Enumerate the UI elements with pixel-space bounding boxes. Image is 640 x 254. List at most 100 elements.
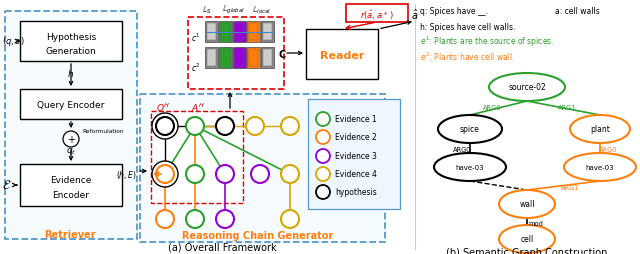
Text: $r(\hat{a},a^+)$: $r(\hat{a},a^+)$ [360, 8, 394, 22]
Circle shape [316, 131, 330, 145]
Bar [233, 22, 246, 43]
Text: Reasoning Chain Generator: Reasoning Chain Generator [182, 230, 333, 240]
Circle shape [156, 165, 174, 183]
Bar [151, 112, 243, 203]
Text: Evidence: Evidence [51, 176, 92, 185]
Bar [249, 24, 258, 41]
Bar [247, 22, 260, 43]
Bar [219, 48, 232, 69]
Circle shape [216, 118, 234, 135]
Text: a: cell walls: a: cell walls [555, 7, 600, 17]
Text: plant: plant [590, 125, 610, 134]
Circle shape [316, 149, 330, 163]
Text: cell: cell [520, 235, 534, 244]
Ellipse shape [434, 153, 506, 181]
Bar [5, 12, 137, 239]
Text: ARG0: ARG0 [452, 146, 471, 152]
Text: have-03: have-03 [586, 164, 614, 170]
Circle shape [216, 165, 234, 183]
Text: Evidence 3: Evidence 3 [335, 152, 377, 161]
Bar [263, 50, 272, 67]
Text: Hypothesis: Hypothesis [46, 32, 96, 41]
Ellipse shape [499, 190, 555, 218]
Ellipse shape [570, 116, 630, 144]
Bar [221, 24, 230, 41]
Ellipse shape [489, 74, 565, 102]
Bar [207, 24, 216, 41]
Bar [219, 22, 232, 43]
Bar [235, 50, 244, 67]
Text: $c^1$: $c^1$ [191, 32, 201, 44]
Text: $A^H$: $A^H$ [191, 101, 205, 114]
Circle shape [316, 113, 330, 126]
Bar [308, 100, 400, 209]
Text: $(q,a)$: $(q,a)$ [2, 35, 24, 48]
Circle shape [281, 118, 299, 135]
Text: Reformulation: Reformulation [82, 129, 124, 134]
Text: wall: wall [519, 200, 535, 209]
Bar [233, 48, 246, 69]
Bar [20, 90, 122, 120]
Ellipse shape [438, 116, 502, 144]
Text: h: h [68, 70, 74, 79]
Text: Retriever: Retriever [44, 229, 96, 239]
Bar [306, 30, 378, 80]
Text: $\mathbb{L}_{global}$: $\mathbb{L}_{global}$ [221, 4, 244, 16]
Circle shape [316, 185, 330, 199]
Text: ARG1: ARG1 [561, 184, 579, 190]
Text: $c^2$: $c^2$ [191, 61, 201, 74]
Circle shape [152, 114, 178, 139]
Bar [205, 22, 218, 43]
Text: ARG0: ARG0 [599, 146, 617, 152]
Text: $e^1$: Plants are the source of spices.: $e^1$: Plants are the source of spices. [420, 35, 554, 49]
Circle shape [246, 118, 264, 135]
Bar [249, 50, 258, 67]
Circle shape [251, 165, 269, 183]
Circle shape [186, 118, 204, 135]
Bar [346, 5, 408, 23]
Text: $Q^H$: $Q^H$ [156, 101, 170, 114]
Text: +: + [67, 134, 75, 145]
Bar [205, 48, 218, 69]
Text: h: Spices have cell walls.: h: Spices have cell walls. [420, 22, 515, 31]
Text: mod: mod [529, 220, 543, 226]
Circle shape [216, 210, 234, 228]
Text: $\mathcal{E}$: $\mathcal{E}$ [2, 179, 12, 192]
Text: q: Spices have __.: q: Spices have __. [420, 7, 488, 17]
Circle shape [63, 132, 79, 147]
Text: $q_t$: $q_t$ [66, 146, 76, 157]
Circle shape [156, 210, 174, 228]
Circle shape [186, 165, 204, 183]
Bar [247, 48, 260, 69]
Text: $e^2$: Plants have cell wall.: $e^2$: Plants have cell wall. [420, 51, 515, 63]
Text: $\mathbb{L}_S$: $\mathbb{L}_S$ [202, 4, 212, 16]
Text: Query Encoder: Query Encoder [37, 101, 105, 110]
Bar [221, 50, 230, 67]
Text: hypothesis: hypothesis [335, 188, 377, 197]
Bar [20, 164, 122, 206]
Text: Evidence 1: Evidence 1 [335, 115, 377, 124]
Bar [261, 22, 274, 43]
Bar [188, 18, 284, 90]
Text: ARG0: ARG0 [483, 105, 501, 110]
Text: source-02: source-02 [508, 83, 546, 92]
Text: $(h,E)$: $(h,E)$ [116, 168, 137, 180]
Text: (b) Semantic Graph Construction: (b) Semantic Graph Construction [446, 247, 608, 254]
Text: (a) Overall Framework: (a) Overall Framework [168, 242, 276, 252]
Text: Encoder: Encoder [52, 191, 90, 200]
Circle shape [156, 118, 174, 135]
Ellipse shape [499, 225, 555, 253]
Text: $\hat{a}$: $\hat{a}$ [412, 8, 419, 22]
Text: Reader: Reader [320, 51, 364, 61]
Text: $\mathbb{L}_{local}$: $\mathbb{L}_{local}$ [252, 4, 271, 16]
Circle shape [316, 167, 330, 181]
Text: Evidence 4: Evidence 4 [335, 170, 377, 179]
Bar [263, 24, 272, 41]
Ellipse shape [564, 153, 636, 181]
Bar [261, 48, 274, 69]
Bar [235, 24, 244, 41]
Bar [20, 22, 122, 62]
Circle shape [281, 165, 299, 183]
Bar [140, 95, 385, 242]
Text: spice: spice [460, 125, 480, 134]
